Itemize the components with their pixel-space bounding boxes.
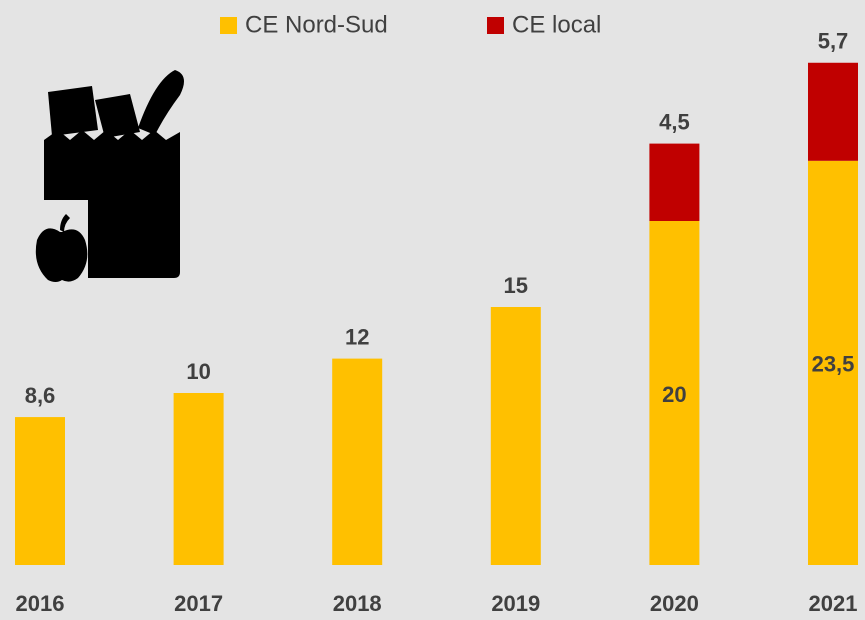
x-tick-label: 2016 [16,591,65,616]
bar-segment [332,358,383,565]
bar-segment [808,62,858,161]
bar-segment [490,307,541,565]
legend-swatch [487,17,504,34]
bar-segment [808,160,858,566]
value-label: 12 [345,324,369,349]
grocery-bag-icon [35,70,184,282]
bar-segment [649,221,700,565]
x-tick-label: 2018 [333,591,382,616]
x-tick-label: 2021 [809,591,858,616]
value-label: 10 [186,359,210,384]
value-label: 5,7 [818,29,849,54]
x-tick-label: 2020 [650,591,699,616]
x-tick-label: 2017 [174,591,223,616]
value-label: 8,6 [25,383,56,408]
value-label: 15 [504,273,528,298]
value-label: 4,5 [659,109,690,134]
value-label: 23,5 [812,352,855,377]
value-label: 20 [662,382,686,407]
x-tick-label: 2019 [491,591,540,616]
bar-segment [649,143,700,221]
bar-segment [173,393,224,565]
bar-segment [15,417,65,565]
legend-label: CE local [512,11,601,38]
legend-swatch [220,17,237,34]
legend-label: CE Nord-Sud [245,11,388,38]
